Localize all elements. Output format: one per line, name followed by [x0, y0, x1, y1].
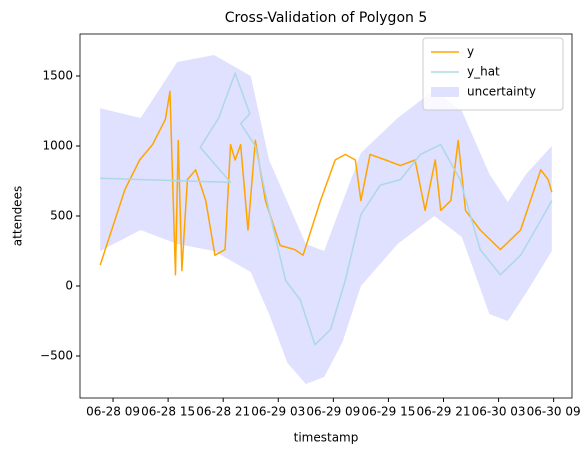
x-tick-label: 06-29 15 — [361, 405, 415, 419]
legend-swatch — [431, 87, 459, 97]
x-tick-label: 06-28 15 — [141, 405, 195, 419]
y-axis-label: attendees — [11, 186, 25, 246]
x-tick-label: 06-28 21 — [196, 405, 250, 419]
y-tick-label: −500 — [40, 349, 73, 363]
x-tick-label: 06-29 03 — [251, 405, 305, 419]
uncertainty-band — [100, 55, 552, 384]
series-line — [100, 72, 553, 346]
x-tick-label: 06-29 21 — [417, 405, 471, 419]
y-tick-label: 500 — [50, 209, 73, 223]
series-line — [99, 90, 553, 276]
x-tick-label: 06-29 09 — [306, 405, 360, 419]
y-tick-label: 1500 — [42, 69, 73, 83]
legend-label: uncertainty — [467, 85, 536, 99]
x-tick-label: 06-30 03 — [472, 405, 526, 419]
x-tick-label: 06-28 09 — [86, 405, 140, 419]
chart-title: Cross-Validation of Polygon 5 — [225, 10, 428, 26]
legend-label: y — [467, 45, 474, 59]
legend-label: y_hat — [467, 65, 500, 79]
y-tick-label: 0 — [65, 279, 73, 293]
x-tick-label: 06-30 09 — [527, 405, 581, 419]
y-tick-label: 1000 — [42, 139, 73, 153]
x-axis-label: timestamp — [294, 431, 359, 445]
